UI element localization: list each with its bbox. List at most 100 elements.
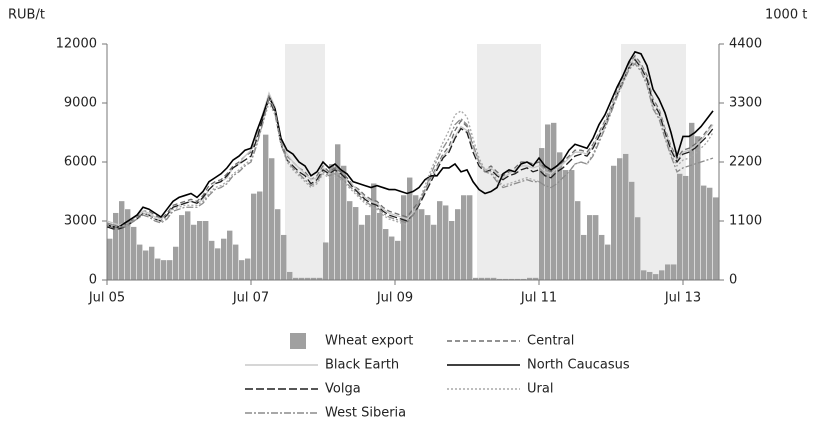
bar bbox=[227, 230, 233, 280]
bar bbox=[629, 181, 635, 280]
bar bbox=[113, 212, 119, 280]
bar bbox=[563, 170, 569, 280]
bar bbox=[311, 277, 317, 280]
bar bbox=[515, 278, 521, 280]
shaded-period bbox=[477, 44, 541, 280]
bar bbox=[383, 229, 389, 280]
bar bbox=[179, 215, 185, 280]
bar bbox=[221, 238, 227, 280]
bar bbox=[245, 258, 251, 280]
bar bbox=[653, 274, 659, 280]
bar bbox=[107, 238, 113, 280]
bar bbox=[587, 215, 593, 280]
bar bbox=[323, 242, 329, 280]
bar bbox=[263, 134, 269, 280]
y-tick-label: 6000 bbox=[64, 155, 97, 170]
bar bbox=[695, 136, 701, 280]
y2-axis-label: 1000 t bbox=[765, 8, 807, 23]
bar bbox=[131, 226, 137, 280]
bar bbox=[293, 277, 299, 280]
bar bbox=[617, 158, 623, 280]
bar bbox=[359, 224, 365, 280]
bar bbox=[449, 221, 455, 280]
bar bbox=[137, 244, 143, 280]
bar bbox=[491, 277, 497, 280]
bar bbox=[593, 215, 599, 280]
bar bbox=[209, 240, 215, 280]
bar bbox=[239, 260, 245, 280]
line-series bbox=[106, 54, 714, 228]
y-tick-label: 9000 bbox=[64, 96, 97, 111]
bar bbox=[431, 224, 437, 280]
bar bbox=[353, 207, 359, 280]
bar bbox=[437, 201, 443, 280]
bar bbox=[569, 170, 575, 280]
legend-label: Ural bbox=[527, 382, 553, 397]
bar bbox=[659, 270, 665, 280]
line-series bbox=[106, 60, 714, 228]
bar bbox=[581, 234, 587, 280]
bar bbox=[287, 271, 293, 280]
bar bbox=[119, 201, 125, 280]
bar bbox=[419, 209, 425, 280]
bar bbox=[467, 195, 473, 280]
y-tick-label: 0 bbox=[89, 273, 97, 288]
bar bbox=[365, 215, 371, 280]
bar bbox=[677, 173, 683, 280]
bar bbox=[377, 212, 383, 280]
bar bbox=[413, 195, 419, 280]
bar bbox=[713, 197, 719, 280]
bar bbox=[317, 277, 323, 280]
legend-label: Black Earth bbox=[325, 358, 399, 373]
bar bbox=[503, 278, 509, 280]
legend-label: Volga bbox=[325, 382, 361, 397]
line-series bbox=[106, 62, 714, 228]
bar bbox=[149, 246, 155, 280]
bar bbox=[641, 270, 647, 280]
bar bbox=[671, 264, 677, 280]
y2-tick-label: 1100 bbox=[729, 214, 762, 229]
bar bbox=[335, 144, 341, 280]
x-tick-label: Jul 07 bbox=[232, 291, 269, 306]
bar bbox=[707, 187, 713, 280]
bar bbox=[545, 124, 551, 280]
bar bbox=[191, 224, 197, 280]
bar bbox=[557, 152, 563, 280]
bar bbox=[329, 164, 335, 280]
bar bbox=[485, 277, 491, 280]
bar bbox=[161, 260, 167, 280]
bar bbox=[575, 201, 581, 280]
y2-tick-label: 3300 bbox=[729, 96, 762, 111]
bar bbox=[167, 260, 173, 280]
bar bbox=[683, 175, 689, 280]
bar bbox=[443, 205, 449, 280]
bar bbox=[275, 209, 281, 280]
bar bbox=[623, 153, 629, 280]
bar bbox=[473, 277, 479, 280]
y-axis-label: RUB/t bbox=[8, 8, 45, 23]
bar bbox=[197, 221, 203, 280]
legend-label: North Caucasus bbox=[527, 358, 630, 373]
y-tick-label: 3000 bbox=[64, 214, 97, 229]
bar bbox=[143, 250, 149, 280]
bar bbox=[347, 201, 353, 280]
bar bbox=[509, 278, 515, 280]
y-tick-label: 12000 bbox=[56, 37, 97, 52]
bar bbox=[689, 122, 695, 280]
bar bbox=[599, 234, 605, 280]
bar bbox=[281, 234, 287, 280]
bar bbox=[401, 195, 407, 280]
bar bbox=[455, 209, 461, 280]
bar bbox=[425, 215, 431, 280]
line-series bbox=[106, 50, 714, 228]
bar bbox=[185, 211, 191, 280]
bar bbox=[533, 277, 539, 280]
bar bbox=[527, 277, 533, 280]
bar bbox=[395, 240, 401, 280]
bar bbox=[665, 264, 671, 280]
bar bbox=[635, 217, 641, 280]
bar bbox=[251, 193, 257, 280]
bar bbox=[611, 165, 617, 280]
bar bbox=[461, 195, 467, 280]
